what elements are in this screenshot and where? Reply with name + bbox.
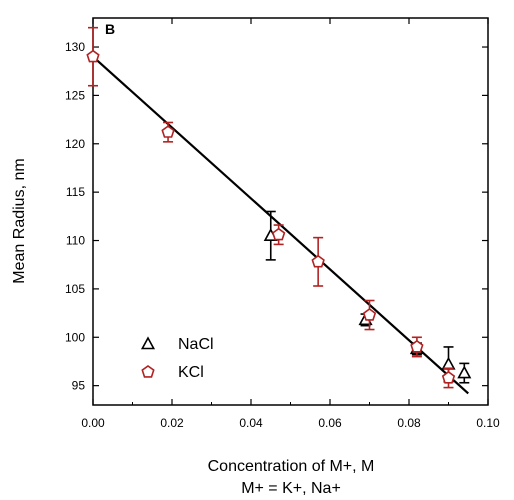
kcl-point <box>271 227 286 241</box>
nacl-point <box>457 365 472 379</box>
x-tick-label: 0.06 <box>318 416 342 430</box>
data-marks <box>86 26 472 395</box>
x-tick-label: 0.10 <box>476 416 500 430</box>
y-tick-label: 110 <box>66 234 85 248</box>
x-tick-label: 0.00 <box>81 416 105 430</box>
x-tick-label: 0.08 <box>397 416 421 430</box>
y-tick-label: 125 <box>65 88 85 102</box>
y-axis-title: Mean Radius, nm <box>11 158 28 283</box>
x-tick-label: 0.04 <box>239 416 263 430</box>
y-tick-label: 100 <box>65 330 85 344</box>
y-tick-label: 105 <box>65 282 85 296</box>
panel-label: B <box>105 21 115 37</box>
kcl-point <box>86 49 100 63</box>
figure-caption: M+ = K+, Na+ <box>241 480 341 497</box>
legend-label-kcl: KCl <box>178 364 204 381</box>
kcl-point <box>161 125 175 138</box>
kcl-point <box>362 308 377 321</box>
legend-label-nacl: NaCl <box>178 336 214 353</box>
y-tick-label: 120 <box>65 137 85 151</box>
legend: NaCl KCl <box>140 336 214 381</box>
nacl-point <box>441 356 456 370</box>
kcl-point <box>410 339 424 353</box>
kcl-point <box>441 370 456 384</box>
y-tick-label: 130 <box>65 40 85 54</box>
y-tick-label: 115 <box>66 185 85 199</box>
x-axis-title: Concentration of M+, M <box>208 458 375 475</box>
legend-marker-nacl <box>140 336 156 350</box>
axis-ticks: 0.00 0.02 0.04 0.06 0.08 0.10 95 100 105 110 115 12… <box>65 18 500 430</box>
x-tick-label: 0.02 <box>160 416 184 430</box>
kcl-point <box>311 254 325 268</box>
legend-marker-kcl <box>141 365 155 378</box>
y-tick-label: 95 <box>72 379 86 393</box>
